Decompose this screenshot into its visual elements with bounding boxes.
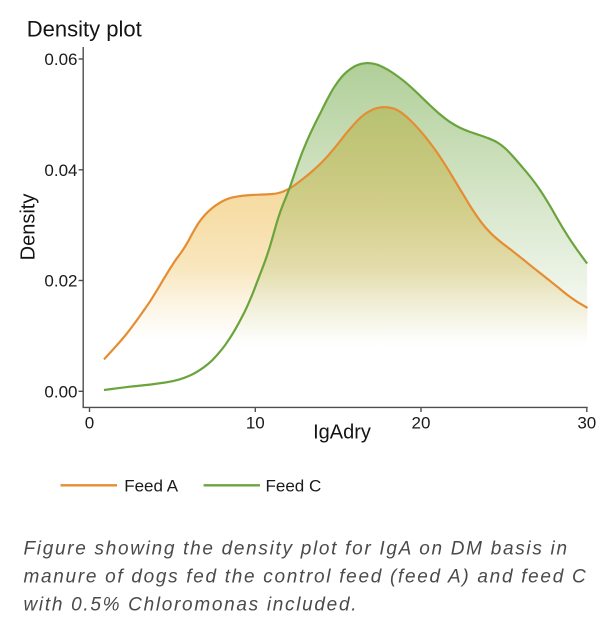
svg-text:Figure showing the density plo: Figure showing the density plot for IgA … xyxy=(24,539,569,560)
svg-text:Feed C: Feed C xyxy=(266,477,322,496)
svg-text:with 0.5% Chloromonas included: with 0.5% Chloromonas included. xyxy=(24,595,359,616)
svg-text:Density plot: Density plot xyxy=(27,16,142,41)
svg-text:Feed A: Feed A xyxy=(124,477,179,496)
svg-text:0: 0 xyxy=(85,414,94,433)
svg-text:0.04: 0.04 xyxy=(44,161,77,180)
svg-text:0.02: 0.02 xyxy=(44,272,77,291)
svg-text:0.06: 0.06 xyxy=(44,50,77,69)
svg-text:30: 30 xyxy=(577,414,596,433)
svg-text:10: 10 xyxy=(246,414,265,433)
svg-text:Density: Density xyxy=(18,194,40,261)
svg-text:0.00: 0.00 xyxy=(44,383,77,402)
svg-text:IgAdry: IgAdry xyxy=(313,422,371,444)
svg-text:20: 20 xyxy=(412,414,431,433)
svg-text:manure of dogs fed the control: manure of dogs fed the control feed (fee… xyxy=(24,567,588,588)
